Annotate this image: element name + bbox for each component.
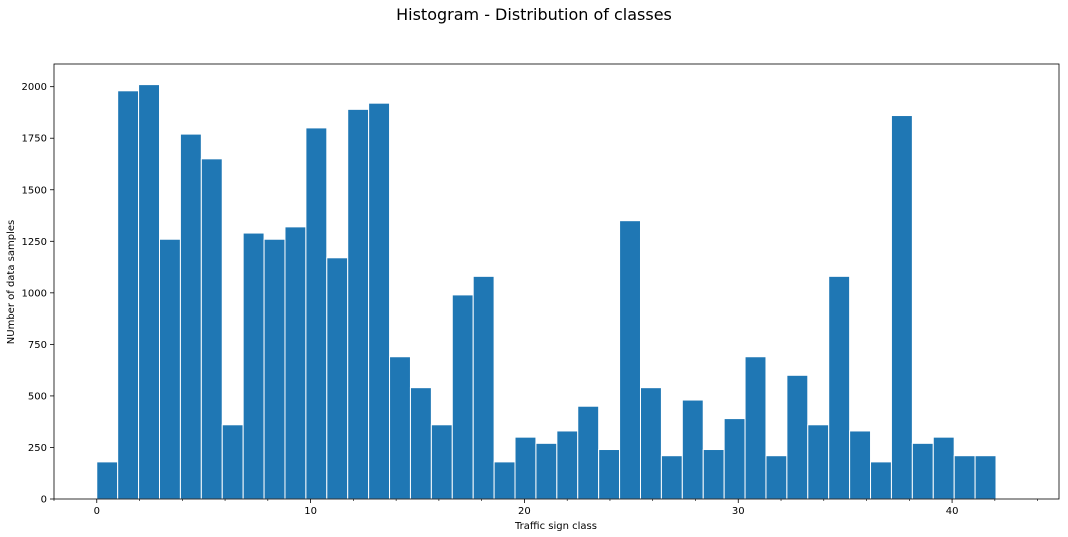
chart-title: Histogram - Distribution of classes xyxy=(396,5,672,24)
bar-class-18 xyxy=(472,275,495,500)
bar-class-7 xyxy=(242,232,265,500)
y-tick-label: 1750 xyxy=(22,134,47,145)
y-tick-label: 750 xyxy=(28,340,47,351)
bar-class-29 xyxy=(702,449,725,500)
bar-class-26 xyxy=(639,387,662,500)
bar-class-42 xyxy=(974,455,997,500)
bar-class-41 xyxy=(953,455,976,500)
x-tick-label: 10 xyxy=(304,506,317,517)
bar-class-8 xyxy=(263,238,286,500)
x-tick-label: 40 xyxy=(946,506,959,517)
y-tick-label: 2000 xyxy=(22,82,47,93)
bar-class-13 xyxy=(368,102,391,500)
bar-class-11 xyxy=(326,257,349,500)
bar-class-25 xyxy=(619,220,641,500)
y-tick-label: 250 xyxy=(28,443,47,454)
bar-class-36 xyxy=(849,430,872,500)
y-tick-label: 1250 xyxy=(22,237,47,248)
y-tick-label: 1500 xyxy=(22,185,47,196)
bar-class-28 xyxy=(681,399,704,500)
bar-class-12 xyxy=(347,108,370,500)
bar-class-1 xyxy=(117,90,140,500)
bar-class-4 xyxy=(179,133,202,500)
x-axis-label: Traffic sign class xyxy=(514,521,597,532)
bar-class-2 xyxy=(138,84,161,500)
bar-class-0 xyxy=(96,461,119,500)
bars-group xyxy=(96,84,997,500)
bar-class-22 xyxy=(556,430,579,500)
bar-class-31 xyxy=(744,356,767,500)
bar-class-33 xyxy=(786,374,809,500)
y-axis: 0 250 500 750 1000 1250 1500 1750 2000 xyxy=(22,82,54,506)
bar-class-37 xyxy=(870,461,892,500)
bar-class-3 xyxy=(159,238,181,500)
bar-class-35 xyxy=(828,275,851,500)
x-tick-label: 30 xyxy=(732,506,745,517)
bar-class-17 xyxy=(451,294,474,500)
bar-class-38 xyxy=(890,115,913,500)
x-axis: 0 10 20 30 40 xyxy=(53,499,1038,517)
x-tick-label: 20 xyxy=(518,506,531,517)
bar-class-19 xyxy=(493,461,516,500)
bar-class-34 xyxy=(807,424,830,500)
bar-class-21 xyxy=(535,442,558,500)
bar-class-27 xyxy=(660,455,683,500)
bar-class-16 xyxy=(430,424,453,500)
bar-class-32 xyxy=(765,455,788,500)
y-tick-label: 0 xyxy=(41,495,47,506)
y-tick-label: 1000 xyxy=(22,288,47,299)
bar-class-15 xyxy=(409,387,432,500)
bar-class-14 xyxy=(389,356,411,500)
bar-class-20 xyxy=(514,436,537,500)
bar-class-23 xyxy=(577,405,600,500)
plot-frame xyxy=(53,63,1060,500)
y-tick-label: 500 xyxy=(28,391,47,402)
bar-class-5 xyxy=(200,158,223,500)
bar-class-6 xyxy=(221,424,244,500)
bar-class-24 xyxy=(598,449,621,500)
bar-class-30 xyxy=(723,418,746,500)
bar-class-39 xyxy=(911,442,934,500)
bar-class-9 xyxy=(284,226,307,500)
bar-class-40 xyxy=(932,436,955,500)
x-tick-label: 0 xyxy=(94,506,100,517)
bar-class-10 xyxy=(305,127,328,500)
y-axis-label: NUmber of data samples xyxy=(6,220,17,344)
